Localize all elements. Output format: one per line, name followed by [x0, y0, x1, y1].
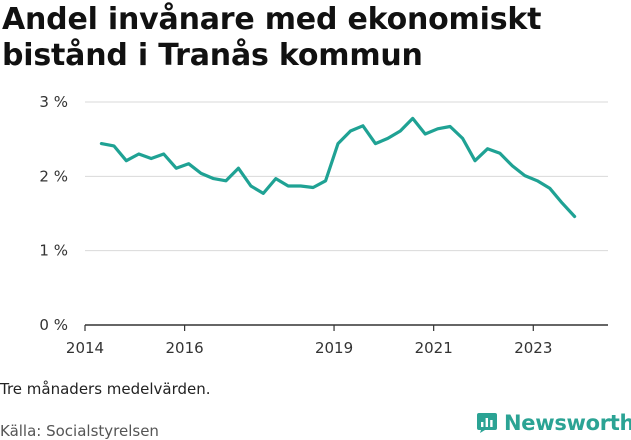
newsworthy-logo: Newsworthy: [476, 408, 631, 438]
x-tick-label: 2023: [514, 339, 552, 357]
source-credit: Källa: Socialstyrelsen: [0, 422, 159, 440]
x-tick-label: 2021: [415, 339, 453, 357]
x-tick-label: 2016: [166, 339, 204, 357]
series-line: [99, 116, 577, 219]
series-lines: [99, 116, 577, 219]
y-tick-label: 0 %: [39, 316, 68, 334]
brand-name: Newsworthy: [504, 411, 631, 435]
chart-title: Andel invånare med ekonomiskt bistånd i …: [2, 2, 542, 73]
chart-note: Tre månaders medelvärden.: [0, 380, 211, 398]
y-tick-label: 1 %: [39, 242, 68, 260]
x-axis: 2014 2016 2019 2021 2023: [66, 324, 608, 357]
y-tick-label: 3 %: [39, 93, 68, 111]
x-tick-label: 2014: [66, 339, 104, 357]
y-tick-label: 2 %: [39, 167, 68, 185]
grid-lines: [85, 101, 608, 252]
y-tick-labels: 0 % 1 % 2 % 3 %: [39, 93, 68, 334]
bar-chart-logo-icon: [477, 413, 497, 433]
x-tick-label: 2019: [315, 339, 353, 357]
